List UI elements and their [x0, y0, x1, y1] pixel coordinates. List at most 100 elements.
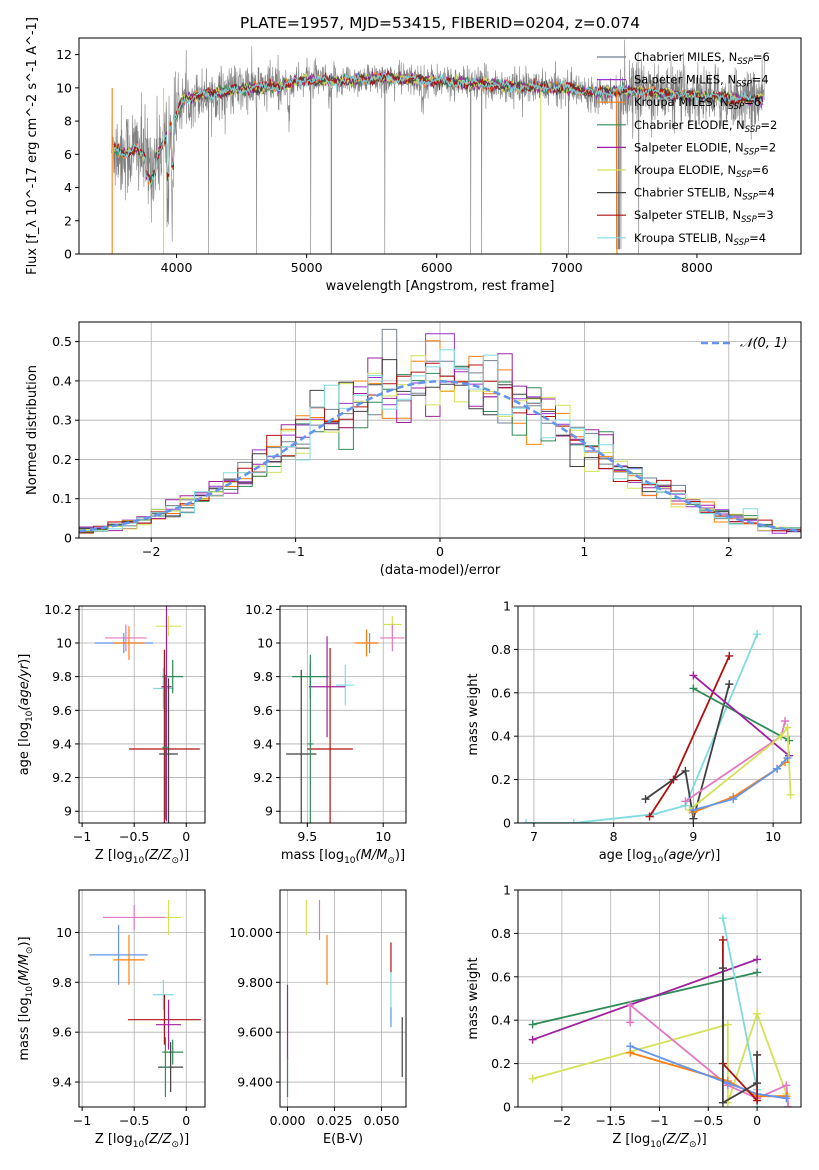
weight-series-line [526, 633, 759, 823]
data-point-errorbar [152, 979, 174, 1010]
y-tick-label: 0.6 [491, 685, 511, 700]
x-tick-label: 7000 [551, 260, 583, 275]
spectrum-legend: Chabrier MILES, NSSP=6 Salpeter MILES, NS… [597, 50, 777, 248]
x-axis-label: (data-model)/error [380, 563, 501, 578]
weight-marker [753, 968, 762, 977]
x-tick-label: −0.5 [119, 829, 149, 844]
weight-marker [782, 1094, 791, 1103]
x-tick-label: 0.000 [270, 1113, 306, 1128]
weight-marker [723, 1079, 732, 1088]
y-tick-label: 4 [64, 180, 72, 195]
y-axis-label: Flux [f_λ 10^-17 erg cm^-2 s^-1 A^-1] [25, 17, 40, 275]
data-point-errorbar [127, 994, 201, 1045]
x-tick-label: 8000 [681, 260, 713, 275]
x-tick-label: 1 [580, 544, 588, 559]
weight-marker [689, 805, 698, 814]
x-tick-label: −2 [553, 1113, 571, 1128]
y-tick-label: 6 [64, 147, 72, 162]
y-tick-label: 0.4 [491, 1013, 511, 1028]
x-tick-label: 0.025 [317, 1113, 353, 1128]
data-point-errorbar [162, 1037, 169, 1098]
legend-entry: Kroupa ELODIE, NSSP=6 [634, 163, 769, 180]
y-tick-label: 0.5 [52, 334, 72, 349]
weight-marker [641, 795, 650, 804]
x-axis-label: age [log10(age/yr)] [599, 848, 721, 866]
weight-marker [718, 914, 727, 923]
y-axis-label: age [log10(age/yr)] [17, 654, 35, 776]
x-tick-label: −0.5 [693, 1113, 723, 1128]
data-point-errorbar [161, 606, 172, 822]
legend-entry: Salpeter STELIB, NSSP=3 [634, 208, 774, 225]
y-tick-label: 10 [56, 80, 72, 95]
data-point-errorbar [89, 924, 148, 985]
y-tick-label: 0.8 [491, 642, 511, 657]
y-tick-label: 0.4 [52, 373, 72, 388]
spectrum-panel: 4000 5000 6000 7000 8000 0 2 4 6 8 10 12 wavelength … [25, 17, 802, 294]
x-tick-label: 0 [182, 1113, 190, 1128]
age-vs-mass-panel: 9.5 10 9 9.2 9.4 9.6 9.8 10 10.2 mass [log10(M/M⊙… [245, 602, 407, 866]
axes-frame [517, 605, 802, 824]
x-axis-label: Z [log10(Z/Z⊙)] [95, 1132, 189, 1150]
weight-marker [681, 797, 690, 806]
y-tick-label: 0 [503, 816, 511, 831]
y-axis-label: Normed distribution [25, 365, 40, 495]
y-tick-label: 1 [503, 883, 511, 898]
y-tick-label: 9.800 [237, 975, 273, 990]
weight-marker [723, 1020, 732, 1029]
x-axis-label: Z [log10(Z/Z⊙)] [612, 1132, 706, 1150]
y-tick-label: 10 [257, 636, 273, 651]
weight-series-line [692, 674, 790, 757]
y-tick-label: 9 [265, 804, 273, 819]
axes-frame [78, 605, 206, 824]
y-tick-label: 9.8 [52, 975, 72, 990]
weight-series-line [722, 968, 758, 1105]
y-tick-label: 0.8 [491, 926, 511, 941]
spectrum-model-line [113, 71, 764, 186]
y-tick-label: 9.400 [237, 1075, 273, 1090]
x-tick-label: −1 [73, 829, 91, 844]
x-tick-label: −1 [650, 1113, 668, 1128]
legend-entry: Kroupa MILES, NSSP=6 [634, 95, 761, 112]
y-tick-label: 0 [64, 247, 72, 262]
weight-marker [569, 819, 578, 823]
weight-marker [718, 964, 727, 973]
weight-marker [753, 630, 762, 639]
data-point-errorbar [152, 668, 174, 709]
y-tick-label: 9.8 [253, 669, 273, 684]
weight-vs-age-panel: 7 8 9 10 0 0.2 0.4 0.6 0.8 1 age [log10(age/yr)] ma… [466, 599, 802, 866]
weight-marker [729, 795, 738, 804]
data-point-errorbar [307, 648, 353, 823]
x-tick-label: 6000 [421, 260, 453, 275]
x-tick-label: 4000 [161, 260, 193, 275]
weight-series-line [644, 683, 731, 819]
x-axis-label: mass [log10(M/M⊙)] [281, 848, 405, 866]
weight-marker [718, 1098, 727, 1107]
weight-marker [782, 1081, 791, 1090]
data-point-errorbar [380, 624, 405, 652]
weight-marker [689, 671, 698, 680]
data-point-errorbar [159, 678, 178, 823]
axes-frame [279, 889, 407, 1108]
x-axis-label: Z [log10(Z/Z⊙)] [95, 848, 189, 866]
y-axis-label: mass weight [466, 673, 481, 755]
x-tick-label: 0.050 [364, 1113, 400, 1128]
weight-marker [753, 1079, 762, 1088]
x-tick-label: 0 [753, 1113, 761, 1128]
x-tick-label: −2 [142, 544, 160, 559]
x-axis-label: E(B-V) [323, 1132, 363, 1147]
y-axis-label: mass weight [466, 957, 481, 1039]
mass-vs-metallicity-panel: −1 −0.5 0 9.4 9.6 9.8 10 Z [log10(Z/Z⊙)] mass [l… [17, 889, 206, 1150]
data-point-errorbar [162, 674, 169, 820]
x-tick-label: −1.5 [596, 1113, 626, 1128]
y-tick-label: 0.1 [52, 491, 72, 506]
y-tick-label: 9 [64, 804, 72, 819]
x-tick-label: 9 [689, 829, 697, 844]
weight-marker [773, 764, 782, 773]
legend-entry: Chabrier MILES, NSSP=6 [634, 50, 770, 67]
weight-marker [689, 684, 698, 693]
x-tick-label: 10 [375, 829, 391, 844]
weight-marker [783, 723, 792, 732]
y-tick-label: 9.4 [52, 736, 72, 751]
y-tick-label: 10.2 [44, 602, 72, 617]
weight-marker [783, 753, 792, 762]
